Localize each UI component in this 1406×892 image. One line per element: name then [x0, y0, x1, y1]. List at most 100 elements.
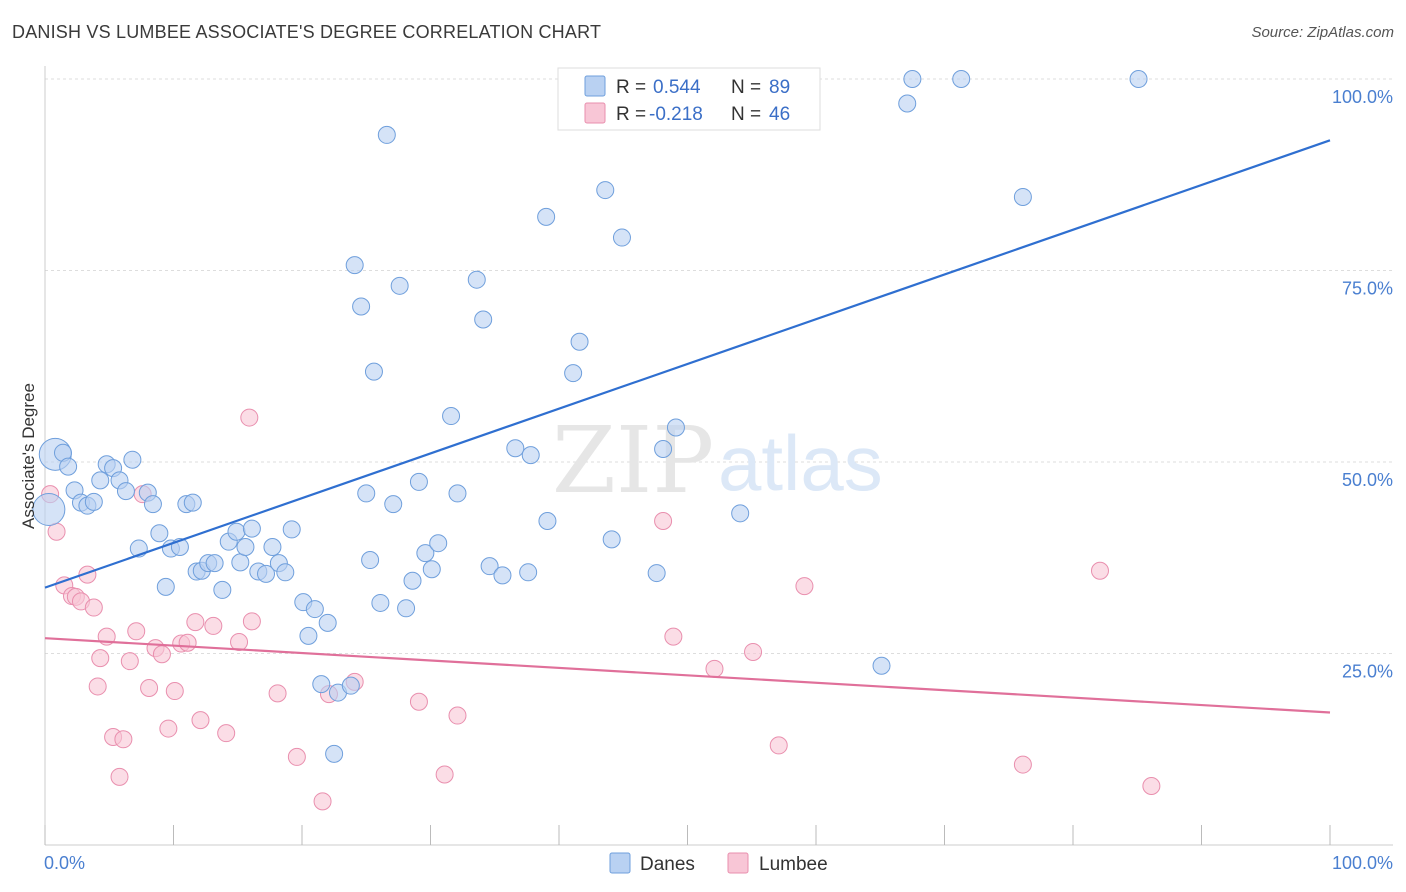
danes-point — [731, 504, 750, 523]
danes-point — [276, 563, 295, 582]
danes-point — [403, 571, 422, 590]
danes-point — [1129, 70, 1148, 88]
y-tick-label: 75.0% — [1342, 279, 1393, 299]
lumbee-n-label: N = — [731, 104, 761, 125]
danes-point — [352, 297, 371, 316]
danes-point — [506, 439, 525, 458]
danes-point — [409, 472, 428, 491]
lumbee-point — [268, 684, 287, 703]
danes-point — [205, 554, 224, 573]
lumbee-point — [230, 633, 249, 652]
legend-swatch-danes — [609, 852, 631, 874]
lumbee-point — [705, 659, 724, 678]
danes-point — [345, 256, 364, 275]
lumbee-point — [152, 645, 171, 664]
danes-point — [299, 626, 318, 645]
lumbee-point — [140, 678, 159, 697]
danes-point — [390, 276, 409, 295]
lumbee-point — [664, 627, 683, 646]
lumbee-point — [435, 765, 454, 784]
danes-point — [213, 580, 232, 599]
danes-point — [416, 544, 435, 563]
danes-point — [596, 181, 615, 200]
lumbee-point — [84, 598, 103, 617]
danes-point — [59, 457, 78, 476]
lumbee-n-value: 46 — [769, 104, 790, 125]
lumbee-point — [1013, 755, 1032, 774]
danes-point — [312, 675, 331, 694]
danes-point — [282, 520, 301, 539]
danes-point — [325, 744, 344, 763]
danes-point — [442, 407, 461, 426]
danes-point — [602, 530, 621, 549]
danes-point — [91, 471, 110, 490]
stats-box: R = 0.544 N = 89 R = -0.218 N = 46 — [557, 67, 821, 131]
danes-point — [236, 538, 255, 557]
lumbee-point — [178, 633, 197, 652]
danes-point — [872, 656, 891, 675]
lumbee-point — [1090, 561, 1109, 580]
danes-point — [654, 439, 673, 458]
danes-point — [32, 492, 66, 526]
danes-point — [898, 94, 917, 113]
danes-point — [361, 551, 380, 570]
danes-point — [480, 557, 499, 576]
danes-point — [150, 524, 169, 543]
lumbee-point — [159, 719, 178, 738]
danes-point — [384, 495, 403, 514]
danes-point — [183, 493, 202, 512]
lumbee-point — [795, 577, 814, 596]
danes-trend-line — [44, 139, 1331, 589]
lumbee-point — [744, 642, 763, 661]
danes-point — [521, 446, 540, 465]
chart-title: DANISH VS LUMBEE ASSOCIATE'S DEGREE CORR… — [12, 22, 602, 42]
lumbee-point — [242, 612, 261, 631]
lumbee-r-label: R = — [616, 104, 646, 125]
lumbee-point — [654, 511, 673, 530]
danes-point — [666, 418, 685, 437]
lumbee-point — [204, 616, 223, 635]
danes-point — [952, 70, 971, 88]
tick-labels: 25.0% 50.0% 75.0% 100.0% 0.0% 100.0% — [44, 87, 1393, 873]
x-tick-label: 0.0% — [44, 853, 85, 873]
danes-n-value: 89 — [769, 77, 790, 98]
danes-point — [467, 270, 486, 289]
danes-point — [371, 593, 390, 612]
lumbee-point — [120, 652, 139, 671]
danes-point — [364, 362, 383, 381]
danes-point — [474, 310, 493, 329]
danes-point — [242, 519, 261, 538]
danes-point — [143, 495, 162, 514]
danes-point — [231, 553, 250, 572]
danes-stat-swatch — [584, 75, 606, 97]
danes-point — [227, 522, 246, 541]
y-tick-label: 100.0% — [1332, 87, 1393, 107]
danes-point — [538, 511, 557, 530]
y-tick-label: 25.0% — [1342, 662, 1393, 682]
lumbee-point — [88, 677, 107, 696]
lumbee-point — [409, 692, 428, 711]
danes-point — [519, 563, 538, 582]
lumbee-point — [769, 736, 788, 755]
danes-point — [357, 484, 376, 503]
legend-label-lumbee: Lumbee — [759, 854, 828, 875]
danes-r-value: 0.544 — [653, 77, 701, 98]
watermark-atlas: atlas — [718, 419, 883, 507]
lumbee-r-value: -0.218 — [649, 104, 703, 125]
danes-point — [377, 125, 396, 144]
trend-lines — [44, 139, 1331, 714]
danes-point — [564, 364, 583, 383]
lumbee-trend-line — [44, 637, 1331, 714]
lumbee-point — [191, 711, 210, 730]
lumbee-point — [165, 682, 184, 701]
danes-point — [1013, 187, 1032, 206]
lumbee-point — [1142, 777, 1161, 796]
lumbee-point — [114, 730, 133, 749]
danes-point — [123, 450, 142, 469]
danes-point — [537, 207, 556, 226]
danes-point — [612, 228, 631, 247]
chart-source: Source: ZipAtlas.com — [1251, 24, 1394, 41]
legend: Danes Lumbee — [609, 852, 828, 875]
danes-point — [493, 566, 512, 585]
danes-point — [116, 482, 135, 501]
